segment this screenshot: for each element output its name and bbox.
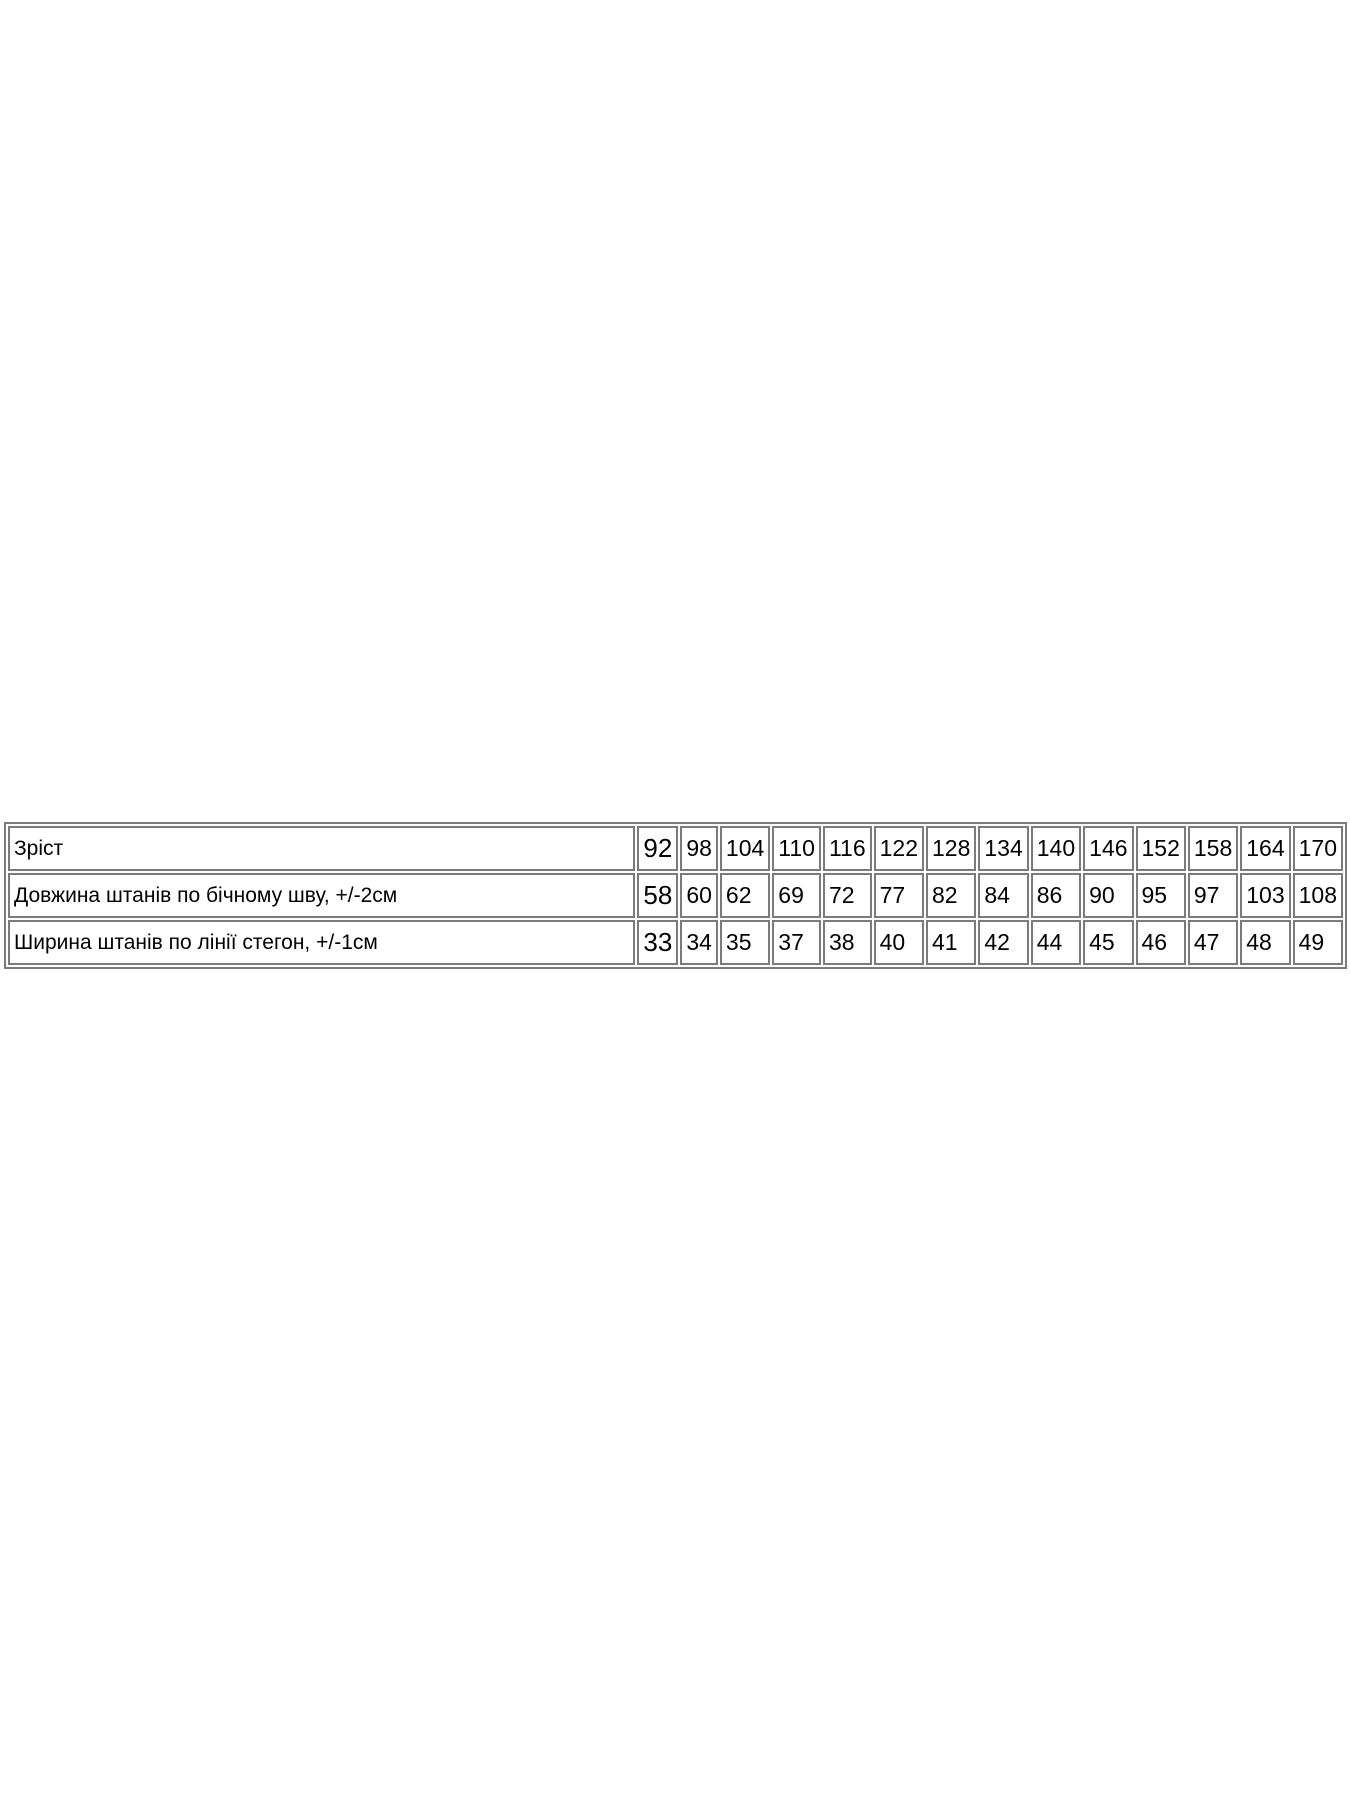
size-value-cell: 128 [926,826,977,871]
size-table-container: Зріст 92 98 104 110 116 122 128 134 140 146 152 158 1… [4,822,1347,969]
size-value-cell: 86 [1030,873,1082,918]
row-label: Зріст [8,826,636,871]
size-value-cell: 62 [719,873,771,918]
size-value-cell: 60 [680,873,718,918]
row-label: Ширина штанів по лінії стегон, +/-1см [8,920,636,965]
size-value-cell: 84 [978,873,1029,918]
size-value-cell: 146 [1083,826,1134,871]
size-value-cell: 164 [1240,826,1291,871]
size-value-cell: 103 [1240,873,1291,918]
size-value-cell: 92 [637,826,679,871]
size-value-cell: 77 [873,873,924,918]
size-value-cell: 134 [978,826,1029,871]
table-row: Довжина штанів по бічному шву, +/-2см 58 6… [8,873,1343,918]
size-value-cell: 158 [1187,826,1239,871]
size-value-cell: 170 [1292,826,1343,871]
size-value-cell: 46 [1135,920,1186,965]
size-value-cell: 44 [1030,920,1082,965]
table-row: Зріст 92 98 104 110 116 122 128 134 140 146 152 158 1… [8,826,1343,871]
size-value-cell: 37 [772,920,821,965]
size-value-cell: 35 [719,920,771,965]
size-value-cell: 98 [680,826,718,871]
size-value-cell: 69 [772,873,821,918]
size-value-cell: 41 [926,920,977,965]
size-table-body: Зріст 92 98 104 110 116 122 128 134 140 146 152 158 1… [8,826,1343,965]
size-value-cell: 95 [1135,873,1186,918]
size-value-cell: 152 [1135,826,1186,871]
size-value-cell: 33 [637,920,679,965]
size-value-cell: 45 [1083,920,1134,965]
size-value-cell: 42 [978,920,1029,965]
size-value-cell: 82 [926,873,977,918]
size-value-cell: 104 [719,826,771,871]
table-row: Ширина штанів по лінії стегон, +/-1см 33 3… [8,920,1343,965]
size-value-cell: 48 [1240,920,1291,965]
size-value-cell: 34 [680,920,718,965]
size-value-cell: 58 [637,873,679,918]
size-value-cell: 110 [772,826,821,871]
size-value-cell: 97 [1187,873,1239,918]
size-value-cell: 47 [1187,920,1239,965]
size-value-cell: 116 [822,826,872,871]
size-value-cell: 108 [1292,873,1343,918]
size-value-cell: 72 [822,873,872,918]
size-table: Зріст 92 98 104 110 116 122 128 134 140 146 152 158 1… [4,822,1347,969]
size-value-cell: 49 [1292,920,1343,965]
size-value-cell: 140 [1030,826,1082,871]
row-label: Довжина штанів по бічному шву, +/-2см [8,873,636,918]
size-value-cell: 90 [1083,873,1134,918]
size-value-cell: 40 [873,920,924,965]
size-value-cell: 122 [873,826,924,871]
size-value-cell: 38 [822,920,872,965]
